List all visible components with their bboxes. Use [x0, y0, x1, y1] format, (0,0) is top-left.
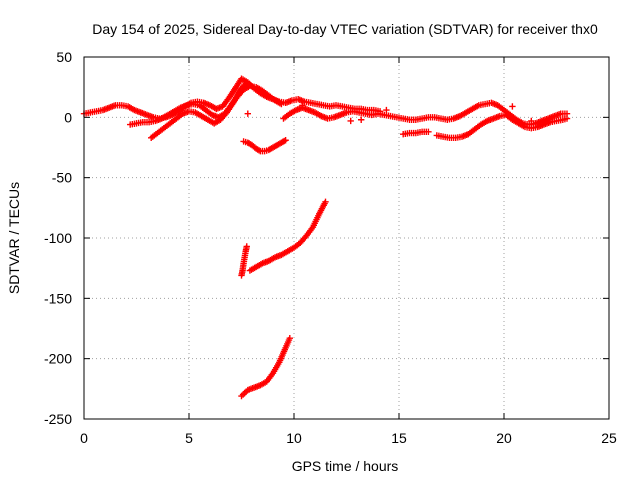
x-tick-label: 5	[185, 430, 193, 446]
data-point-arc-h	[243, 243, 250, 250]
y-tick-label: -200	[44, 351, 72, 367]
y-tick-label: -100	[44, 230, 72, 246]
data-point-outliers	[528, 117, 535, 125]
data-point-outliers	[509, 103, 516, 110]
data-point-arc-g	[282, 137, 289, 144]
x-axis-label: GPS time / hours	[292, 458, 399, 474]
data-point-arc-e	[425, 128, 432, 136]
data-point-outliers	[244, 110, 251, 117]
data-points	[80, 75, 571, 400]
data-point-arc-b	[278, 100, 285, 108]
y-tick-label: -250	[44, 411, 72, 427]
y-tick-label: 0	[64, 109, 72, 125]
y-tick-label: -50	[52, 170, 72, 186]
data-point-arc-g	[281, 137, 288, 145]
y-tick-label: -150	[44, 290, 72, 306]
x-tick-label: 25	[601, 430, 617, 446]
axis-ticks: 0 5 10 15 20 25 -250 -200 -150 -100 -50 0 50	[44, 49, 617, 446]
data-point-outliers	[383, 106, 390, 114]
x-tick-label: 10	[286, 430, 302, 446]
data-point-outliers	[358, 116, 365, 123]
x-tick-label: 0	[80, 430, 88, 446]
data-point-arc-f	[563, 115, 571, 122]
chart-title: Day 154 of 2025, Sidereal Day-to-day VTE…	[92, 21, 598, 37]
y-axis-label: SDTVAR / TECUs	[6, 182, 22, 294]
data-point-arc-c	[242, 80, 249, 87]
data-point-arc-j	[286, 334, 293, 342]
data-point-outliers	[299, 102, 306, 109]
x-tick-label: 20	[496, 430, 512, 446]
y-tick-label: 50	[56, 49, 72, 65]
x-tick-label: 15	[391, 430, 407, 446]
data-point-outliers	[347, 117, 354, 125]
data-point-arc-i	[322, 198, 329, 205]
data-point-arc-g	[255, 147, 263, 154]
